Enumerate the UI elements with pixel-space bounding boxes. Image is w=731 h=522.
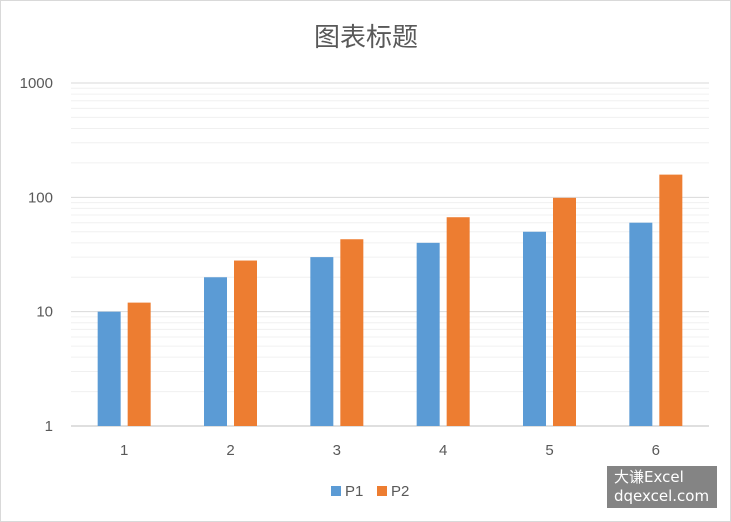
bar-p1-3[interactable] xyxy=(310,257,334,426)
bar-p1-6[interactable] xyxy=(629,222,653,426)
x-tick-label: 4 xyxy=(439,442,447,459)
y-tick-label: 10 xyxy=(36,304,53,321)
bar-p1-4[interactable] xyxy=(416,242,440,426)
x-tick-label: 5 xyxy=(545,442,553,459)
gridlines xyxy=(71,82,709,393)
watermark-badge: 大谦Excel dqexcel.com xyxy=(607,466,717,508)
legend-label-p2: P2 xyxy=(391,483,409,500)
bar-p2-4[interactable] xyxy=(446,217,470,426)
bar-p2-1[interactable] xyxy=(127,302,151,426)
axes: 1 10 100 1000 1 2 3 4 5 6 xyxy=(20,75,709,459)
bar-p1-1[interactable] xyxy=(97,311,121,426)
y-tick-label: 1000 xyxy=(20,75,53,92)
x-tick-label: 3 xyxy=(333,442,341,459)
bar-p2-3[interactable] xyxy=(340,239,364,426)
bar-p2-6[interactable] xyxy=(659,174,683,426)
legend[interactable]: P1 P2 xyxy=(331,483,409,500)
bars xyxy=(97,174,683,426)
y-tick-label: 100 xyxy=(28,189,53,206)
bar-p1-2[interactable] xyxy=(204,277,227,426)
x-tick-label: 6 xyxy=(652,442,660,459)
chart-title[interactable]: 图表标题 xyxy=(314,23,418,53)
bar-p2-5[interactable] xyxy=(553,197,576,426)
bar-p1-5[interactable] xyxy=(523,231,546,426)
legend-swatch-p1 xyxy=(331,486,341,496)
legend-label-p1: P1 xyxy=(345,483,363,500)
legend-swatch-p2 xyxy=(377,486,387,496)
bar-p2-2[interactable] xyxy=(234,260,257,426)
y-tick-label: 1 xyxy=(45,418,53,435)
watermark-line-2: dqexcel.com xyxy=(614,487,710,505)
watermark-line-1: 大谦Excel xyxy=(614,468,684,486)
x-tick-label: 1 xyxy=(120,442,128,459)
x-tick-label: 2 xyxy=(226,442,234,459)
